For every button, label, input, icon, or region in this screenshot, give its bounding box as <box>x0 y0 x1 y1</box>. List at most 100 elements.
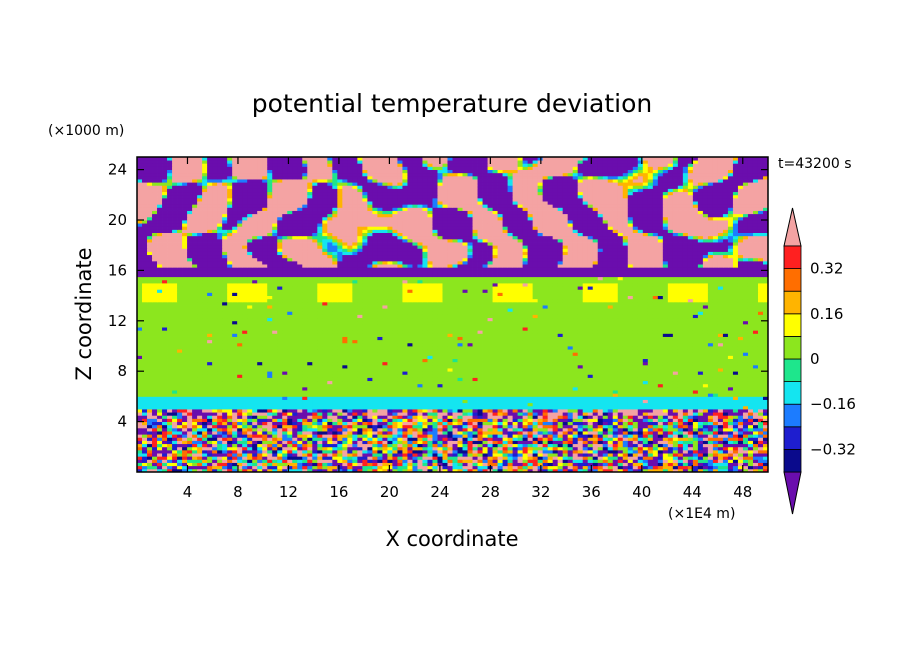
field-cell <box>532 364 539 369</box>
field-cell <box>472 396 478 400</box>
field-cell <box>687 377 694 382</box>
field-cell <box>167 421 173 426</box>
field-cell <box>727 443 734 448</box>
field-cell <box>242 427 248 432</box>
field-cell <box>762 402 768 407</box>
field-cell <box>262 390 268 394</box>
field-cell <box>452 440 458 445</box>
field-cell <box>607 424 614 429</box>
field-cell <box>747 440 754 445</box>
field-cell <box>202 349 208 353</box>
field-cell <box>732 418 739 422</box>
field-cell <box>397 346 403 350</box>
field-cell <box>242 402 248 407</box>
field-cell <box>347 446 353 451</box>
field-cell <box>537 424 544 429</box>
field-cell <box>327 427 333 432</box>
field-cell <box>737 396 744 400</box>
field-cell <box>227 364 233 369</box>
field-cell <box>622 361 629 366</box>
field-cell <box>507 462 513 467</box>
field-cell <box>237 368 243 372</box>
field-cell <box>667 427 674 432</box>
field-cell <box>282 383 288 388</box>
field-cell <box>657 462 664 467</box>
field-cell <box>662 412 669 416</box>
field-cell <box>687 405 694 410</box>
field-cell <box>662 377 669 382</box>
field-cell <box>542 396 549 400</box>
field-cell <box>472 424 478 429</box>
field-cell <box>572 421 579 426</box>
field-cell <box>292 402 298 407</box>
field-cell <box>577 405 584 410</box>
field-cell <box>232 453 238 457</box>
field-cell <box>712 383 719 388</box>
field-cell <box>462 456 468 460</box>
field-cell <box>357 380 363 385</box>
field-cell <box>332 456 338 460</box>
field-cell <box>447 424 453 429</box>
field-cell <box>267 405 273 410</box>
field-cell <box>707 434 714 438</box>
field-cell <box>537 440 544 445</box>
field-cell <box>567 364 574 369</box>
field-cell <box>737 440 744 445</box>
field-cell <box>252 424 258 429</box>
field-cell <box>557 418 564 422</box>
field-cell <box>447 377 453 382</box>
field-cell <box>727 352 734 356</box>
field-cell <box>417 415 423 419</box>
field-cell <box>617 396 624 400</box>
field-cell <box>352 443 358 448</box>
field-cell <box>447 440 453 445</box>
field-cell <box>672 364 679 369</box>
field-cell <box>637 405 644 410</box>
field-cell <box>692 349 699 353</box>
field-cell <box>517 405 524 410</box>
field-cell <box>237 415 243 419</box>
field-cell <box>667 440 674 445</box>
field-cell <box>297 361 303 366</box>
field-cell <box>222 346 228 350</box>
field-cell <box>522 386 529 391</box>
field-cell <box>282 399 288 404</box>
field-cell <box>192 364 198 369</box>
field-cell <box>437 409 443 413</box>
field-cell <box>697 405 704 410</box>
field-cell <box>422 371 428 375</box>
field-cell <box>682 440 689 445</box>
field-cell <box>212 421 218 426</box>
field-cell <box>282 446 288 451</box>
field-cell <box>347 456 353 460</box>
field-cell <box>297 434 303 438</box>
field-cell <box>212 418 218 422</box>
field-cell <box>597 390 604 394</box>
field-cell <box>712 377 719 382</box>
field-cell <box>707 364 714 369</box>
field-cell <box>632 390 639 394</box>
field-cell <box>587 380 594 385</box>
field-cell <box>342 386 348 391</box>
field-cell <box>697 415 704 419</box>
field-cell <box>367 459 373 463</box>
field-cell <box>137 390 143 394</box>
field-cell <box>627 368 634 372</box>
field-cell <box>272 424 278 429</box>
field-cell <box>592 386 599 391</box>
field-cell <box>587 421 594 426</box>
field-cell <box>642 399 649 404</box>
field-cell <box>462 402 468 407</box>
field-cell <box>172 355 178 359</box>
field-cell <box>312 358 318 363</box>
field-cell <box>332 449 338 454</box>
field-cell <box>337 349 343 353</box>
field-cell <box>687 374 694 378</box>
field-cell <box>232 396 238 400</box>
field-cell <box>192 446 198 451</box>
field-cell <box>412 418 418 422</box>
field-cell <box>627 386 634 391</box>
field-cell <box>632 352 639 356</box>
field-cell <box>727 377 734 382</box>
field-cell <box>297 409 303 413</box>
